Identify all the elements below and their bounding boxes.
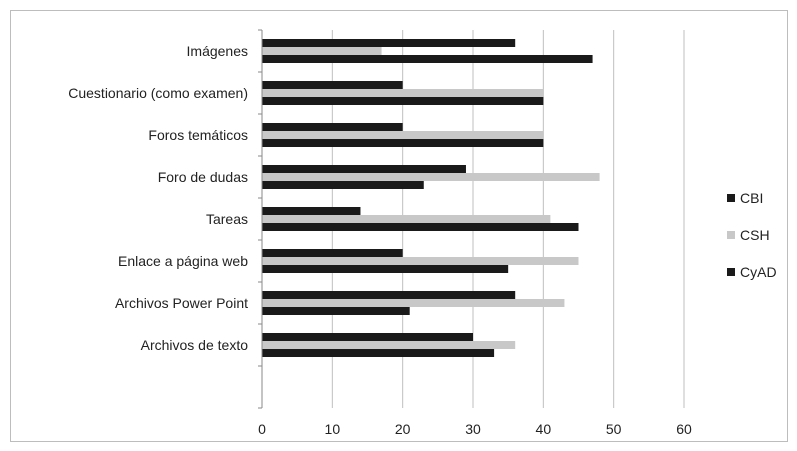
bar-csh-2 [262, 131, 544, 139]
bar-csh-0 [262, 47, 382, 55]
x-tick-label: 10 [325, 421, 341, 437]
bar-cyad-7 [262, 349, 495, 357]
category-label: Imágenes [187, 43, 248, 59]
category-label: Enlace a página web [118, 253, 248, 269]
category-label: Tareas [206, 211, 248, 227]
axes [258, 29, 263, 409]
bar-cyad-4 [262, 223, 579, 231]
x-tick-labels: 0 10 20 30 40 50 60 [258, 421, 692, 437]
bar-cbi-3 [262, 165, 466, 173]
category-label: Foro de dudas [158, 169, 248, 185]
bar-cbi-4 [262, 207, 361, 215]
bar-cyad-6 [262, 307, 410, 315]
bar-cbi-0 [262, 39, 516, 47]
legend-swatch-cyad [727, 268, 735, 276]
x-tick-label: 50 [606, 421, 622, 437]
legend-swatch-csh [727, 231, 735, 239]
bar-cbi-2 [262, 123, 403, 131]
x-tick-label: 40 [536, 421, 552, 437]
bar-csh-4 [262, 215, 551, 223]
bar-csh-1 [262, 89, 544, 97]
bar-csh-7 [262, 341, 516, 349]
bar-cyad-0 [262, 55, 593, 63]
x-tick-label: 60 [676, 421, 692, 437]
bar-cbi-5 [262, 249, 403, 257]
legend-label-cyad: CyAD [740, 264, 777, 280]
x-tick-label: 20 [395, 421, 411, 437]
legend: CBI CSH CyAD [727, 190, 777, 280]
x-tick-label: 0 [258, 421, 266, 437]
bar-cbi-1 [262, 81, 403, 89]
category-label: Foros temáticos [148, 127, 248, 143]
bar-cyad-1 [262, 97, 544, 105]
legend-swatch-cbi [727, 194, 735, 202]
bar-cbi-6 [262, 291, 516, 299]
bar-cyad-5 [262, 265, 509, 273]
category-label: Archivos Power Point [115, 295, 248, 311]
bar-csh-5 [262, 257, 579, 265]
category-labels: Imágenes Cuestionario (como examen) Foros … [68, 43, 248, 353]
category-label: Archivos de texto [141, 337, 249, 353]
bar-csh-3 [262, 173, 600, 181]
bar-cyad-3 [262, 181, 424, 189]
category-label: Cuestionario (como examen) [68, 85, 248, 101]
bar-cbi-7 [262, 333, 473, 341]
legend-label-cbi: CBI [740, 190, 763, 206]
bar-cyad-2 [262, 139, 544, 147]
legend-label-csh: CSH [740, 227, 770, 243]
bars [262, 39, 600, 357]
x-tick-label: 30 [465, 421, 481, 437]
bar-csh-6 [262, 299, 565, 307]
